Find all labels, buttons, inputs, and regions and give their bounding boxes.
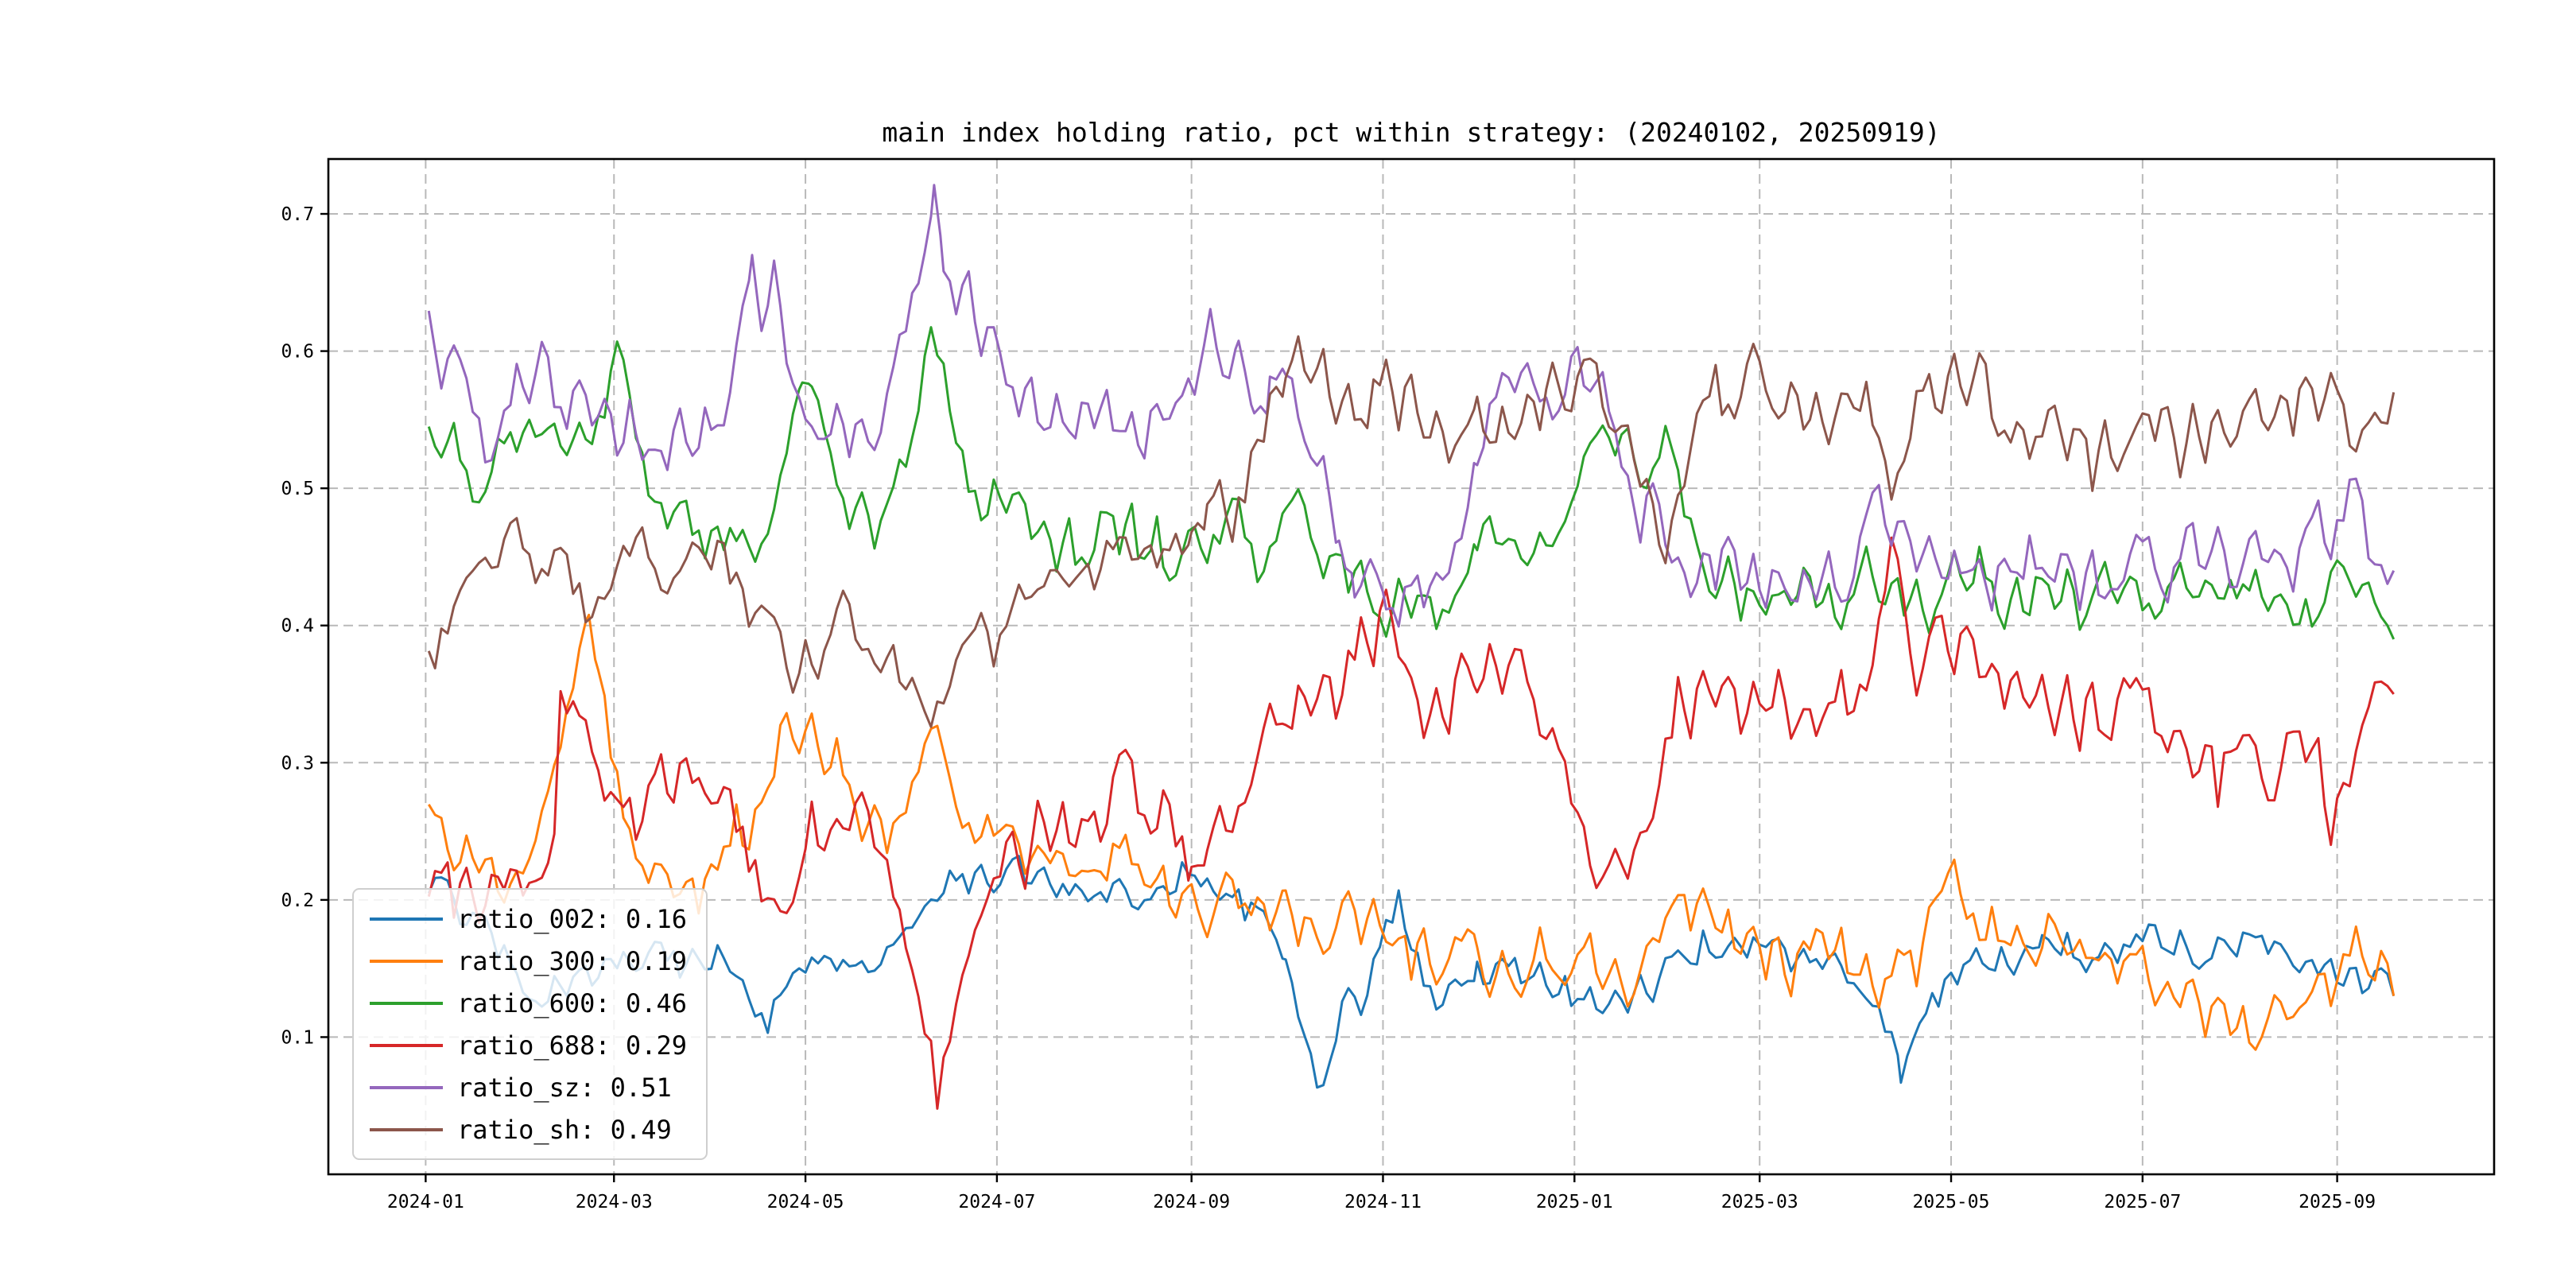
legend-label: ratio_sz: 0.51: [457, 1072, 672, 1103]
series-line-ratio_688: [427, 536, 2395, 1110]
x-tick-label: 2025-03: [1721, 1192, 1798, 1212]
legend-label: ratio_002: 0.16: [457, 903, 687, 934]
x-tick-label: 2025-05: [1913, 1192, 1990, 1212]
legend-line-swatch: [370, 1085, 443, 1089]
x-tick-label: 2025-07: [2104, 1192, 2181, 1212]
legend-item: ratio_600: 0.46: [370, 982, 687, 1024]
chart-title: main index holding ratio, pct within str…: [882, 117, 1941, 148]
legend-line-swatch: [370, 1043, 443, 1047]
x-tick-label: 2024-07: [958, 1192, 1035, 1212]
x-tick-label: 2025-01: [1536, 1192, 1613, 1212]
legend-item: ratio_688: 0.29: [370, 1024, 687, 1066]
x-tick-label: 2024-03: [576, 1192, 653, 1212]
legend-label: ratio_300: 0.19: [457, 945, 687, 976]
legend-item: ratio_300: 0.19: [370, 940, 687, 982]
series-line-ratio_sh: [427, 335, 2396, 728]
y-tick-label: 0.6: [281, 342, 314, 363]
legend-label: ratio_600: 0.46: [457, 987, 687, 1018]
axes-frame: [327, 157, 2496, 1176]
legend-line-swatch: [370, 1001, 443, 1005]
x-tick-label: 2024-01: [387, 1192, 464, 1212]
x-tick-label: 2024-09: [1153, 1192, 1230, 1212]
x-tick-label: 2025-09: [2299, 1192, 2376, 1212]
y-tick-label: 0.4: [281, 616, 314, 637]
legend: ratio_002: 0.16 ratio_300: 0.19 ratio_600:…: [352, 888, 708, 1160]
series-line-ratio_002: [427, 855, 2396, 1089]
x-tick-label: 2024-05: [767, 1192, 844, 1212]
legend-label: ratio_688: 0.29: [457, 1030, 687, 1061]
legend-line-swatch: [370, 959, 443, 963]
y-tick-label: 0.3: [281, 753, 314, 774]
y-tick-label: 0.1: [281, 1027, 314, 1048]
series-line-ratio_300: [428, 613, 2396, 1051]
x-tick-label: 2024-11: [1344, 1192, 1422, 1212]
y-tick-label: 0.2: [281, 890, 314, 911]
legend-item: ratio_sh: 0.49: [370, 1108, 687, 1150]
y-tick-label: 0.5: [281, 479, 314, 499]
legend-item: ratio_002: 0.16: [370, 898, 687, 940]
y-tick-label: 0.7: [281, 204, 314, 225]
legend-label: ratio_sh: 0.49: [457, 1114, 672, 1145]
series-line-ratio_sz: [427, 184, 2396, 628]
legend-line-swatch: [370, 1127, 443, 1131]
legend-line-swatch: [370, 917, 443, 921]
series-line-ratio_600: [427, 326, 2396, 640]
legend-item: ratio_sz: 0.51: [370, 1066, 687, 1108]
